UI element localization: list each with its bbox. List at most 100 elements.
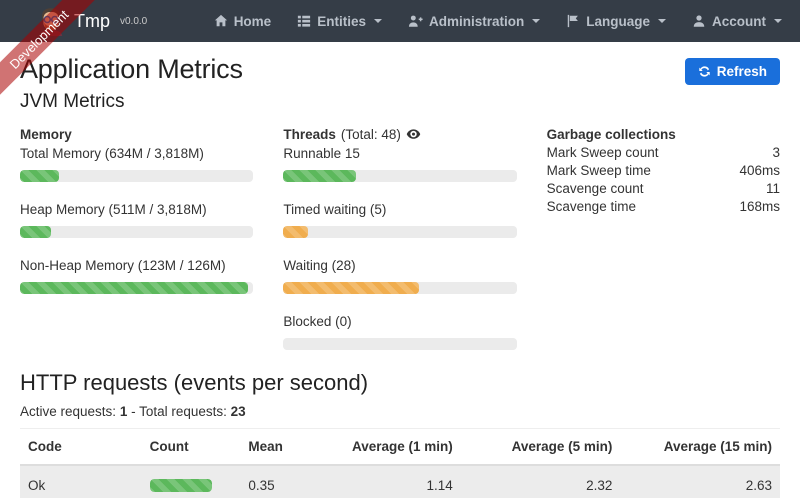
cell-avg5: 2.32 (586, 478, 613, 493)
heap-memory-bar (20, 226, 52, 238)
nav-item-home[interactable]: Home (214, 13, 272, 29)
metric-label: Waiting (28) (283, 258, 356, 273)
top-navbar: Tmp v0.0.0 Home Entities Administr (0, 0, 800, 42)
progress-track (283, 226, 517, 238)
col-header-mean: Mean (240, 429, 324, 466)
nonheap-memory-bar (20, 282, 248, 294)
col-header-code: Code (20, 429, 142, 466)
col-header-avg5: Average (5 min) (460, 429, 621, 466)
flag-icon (567, 14, 579, 28)
total-memory-bar (20, 170, 59, 182)
progress-track (283, 338, 517, 350)
http-requests-table: Code Count Mean Average (1 min) Average … (20, 429, 780, 498)
nav-item-label: Entities (317, 13, 366, 29)
chevron-down-icon (373, 19, 382, 23)
refresh-button[interactable]: Refresh (684, 58, 780, 85)
col-header-avg1: Average (1 min) (323, 429, 461, 466)
progress-track (283, 170, 517, 182)
nav-item-label: Account (712, 13, 766, 29)
total-requests-value: 23 (230, 404, 246, 419)
progress-track (283, 282, 517, 294)
memory-header: Memory (20, 127, 72, 142)
metric-label: Total Memory (634M / 3,818M) (20, 146, 204, 161)
chevron-down-icon (774, 19, 782, 23)
jhipster-avatar-logo (39, 8, 63, 36)
timed-waiting-metric: Timed waiting (5) (283, 200, 517, 238)
nav-item-label: Language (586, 13, 650, 29)
nav-item-language[interactable]: Language (566, 14, 666, 29)
chevron-down-icon (532, 19, 541, 23)
active-requests-label: Active requests: (20, 404, 117, 419)
brand[interactable]: Tmp v0.0.0 (36, 6, 147, 36)
gc-label: Mark Sweep time (546, 163, 651, 178)
gc-row-mark-sweep-count: Mark Sweep count 3 (547, 144, 780, 162)
metric-label: Heap Memory (511M / 3,818M) (20, 202, 207, 217)
table-row-ok: Ok 0.35 1.14 2.32 2.63 (20, 465, 780, 498)
eye-icon (406, 128, 421, 139)
count-progress-bar (149, 479, 212, 492)
nonheap-memory-metric: Non-Heap Memory (123M / 126M) (20, 256, 254, 294)
cell-avg15: 2.63 (745, 478, 772, 493)
gc-row-mark-sweep-time: Mark Sweep time 406ms (547, 162, 780, 180)
col-header-avg15: Average (15 min) (620, 429, 780, 466)
nav-item-administration[interactable]: Administration (408, 13, 541, 29)
total-requests-label: Total requests: (139, 404, 227, 419)
jvm-metrics-grid: Memory Total Memory (634M / 3,818M) Heap… (20, 125, 780, 368)
nav-item-label: Home (233, 13, 272, 29)
gc-label: Mark Sweep count (546, 145, 659, 160)
count-progress-track (149, 479, 212, 492)
metric-label: Non-Heap Memory (123M / 126M) (20, 258, 226, 273)
gc-value: 406ms (739, 163, 780, 178)
gc-header: Garbage collections (546, 127, 676, 142)
progress-track (20, 226, 254, 238)
gc-value: 3 (772, 145, 780, 160)
chevron-down-icon (658, 19, 666, 23)
main-content: Application Metrics Refresh JVM Metrics … (0, 42, 800, 498)
thread-dump-toggle[interactable] (406, 128, 421, 141)
gc-row-scavenge-time: Scavenge time 168ms (547, 198, 780, 216)
gc-value: 11 (765, 181, 780, 196)
table-divider (20, 428, 780, 429)
gc-column: Garbage collections Mark Sweep count 3 M… (547, 125, 780, 368)
jvm-section-title: JVM Metrics (20, 91, 125, 112)
nav-item-label: Administration (428, 13, 525, 29)
metric-label: Blocked (0) (283, 314, 352, 329)
http-requests-summary: Active requests: 1 - Total requests: 23 (20, 404, 780, 419)
cell-avg1: 1.14 (426, 478, 453, 493)
user-icon (693, 15, 705, 27)
runnable-metric: Runnable 15 (283, 144, 517, 182)
nav-item-account[interactable]: Account (692, 14, 782, 29)
progress-track (20, 170, 254, 182)
brand-name: Tmp (74, 10, 110, 31)
table-header-row: Code Count Mean Average (1 min) Average … (20, 429, 780, 466)
list-icon (298, 15, 311, 27)
heap-memory-metric: Heap Memory (511M / 3,818M) (20, 200, 254, 238)
refresh-icon (699, 66, 710, 77)
threads-total: (Total: 48) (340, 127, 401, 142)
refresh-button-label: Refresh (716, 64, 767, 79)
gc-row-scavenge-count: Scavenge count 11 (547, 180, 780, 198)
metric-label: Timed waiting (5) (283, 202, 387, 217)
progress-track (20, 282, 254, 294)
threads-header: Threads (Total: 48) (283, 125, 516, 144)
brand-version: v0.0.0 (120, 15, 148, 27)
home-icon (214, 14, 227, 27)
gc-label: Scavenge count (546, 181, 644, 196)
nav-item-entities[interactable]: Entities (297, 14, 382, 29)
memory-column: Memory Total Memory (634M / 3,818M) Heap… (20, 125, 254, 368)
waiting-metric: Waiting (28) (283, 256, 517, 294)
runnable-bar (283, 170, 357, 182)
blocked-metric: Blocked (0) (283, 312, 517, 350)
col-header-count: Count (141, 429, 241, 466)
cell-count (142, 465, 241, 498)
gc-value: 168ms (739, 199, 780, 214)
page-title: Application Metrics (20, 54, 243, 84)
metric-label: Runnable 15 (283, 146, 360, 161)
cell-mean: 0.35 (248, 478, 275, 493)
user-plus-icon (408, 15, 423, 27)
threads-column: Threads (Total: 48) Runnable 15 Timed wa… (283, 125, 517, 368)
waiting-bar (283, 282, 420, 294)
http-requests-title: HTTP requests (events per second) (20, 370, 369, 395)
cell-code: Ok (28, 478, 46, 493)
threads-header-label: Threads (283, 127, 336, 142)
